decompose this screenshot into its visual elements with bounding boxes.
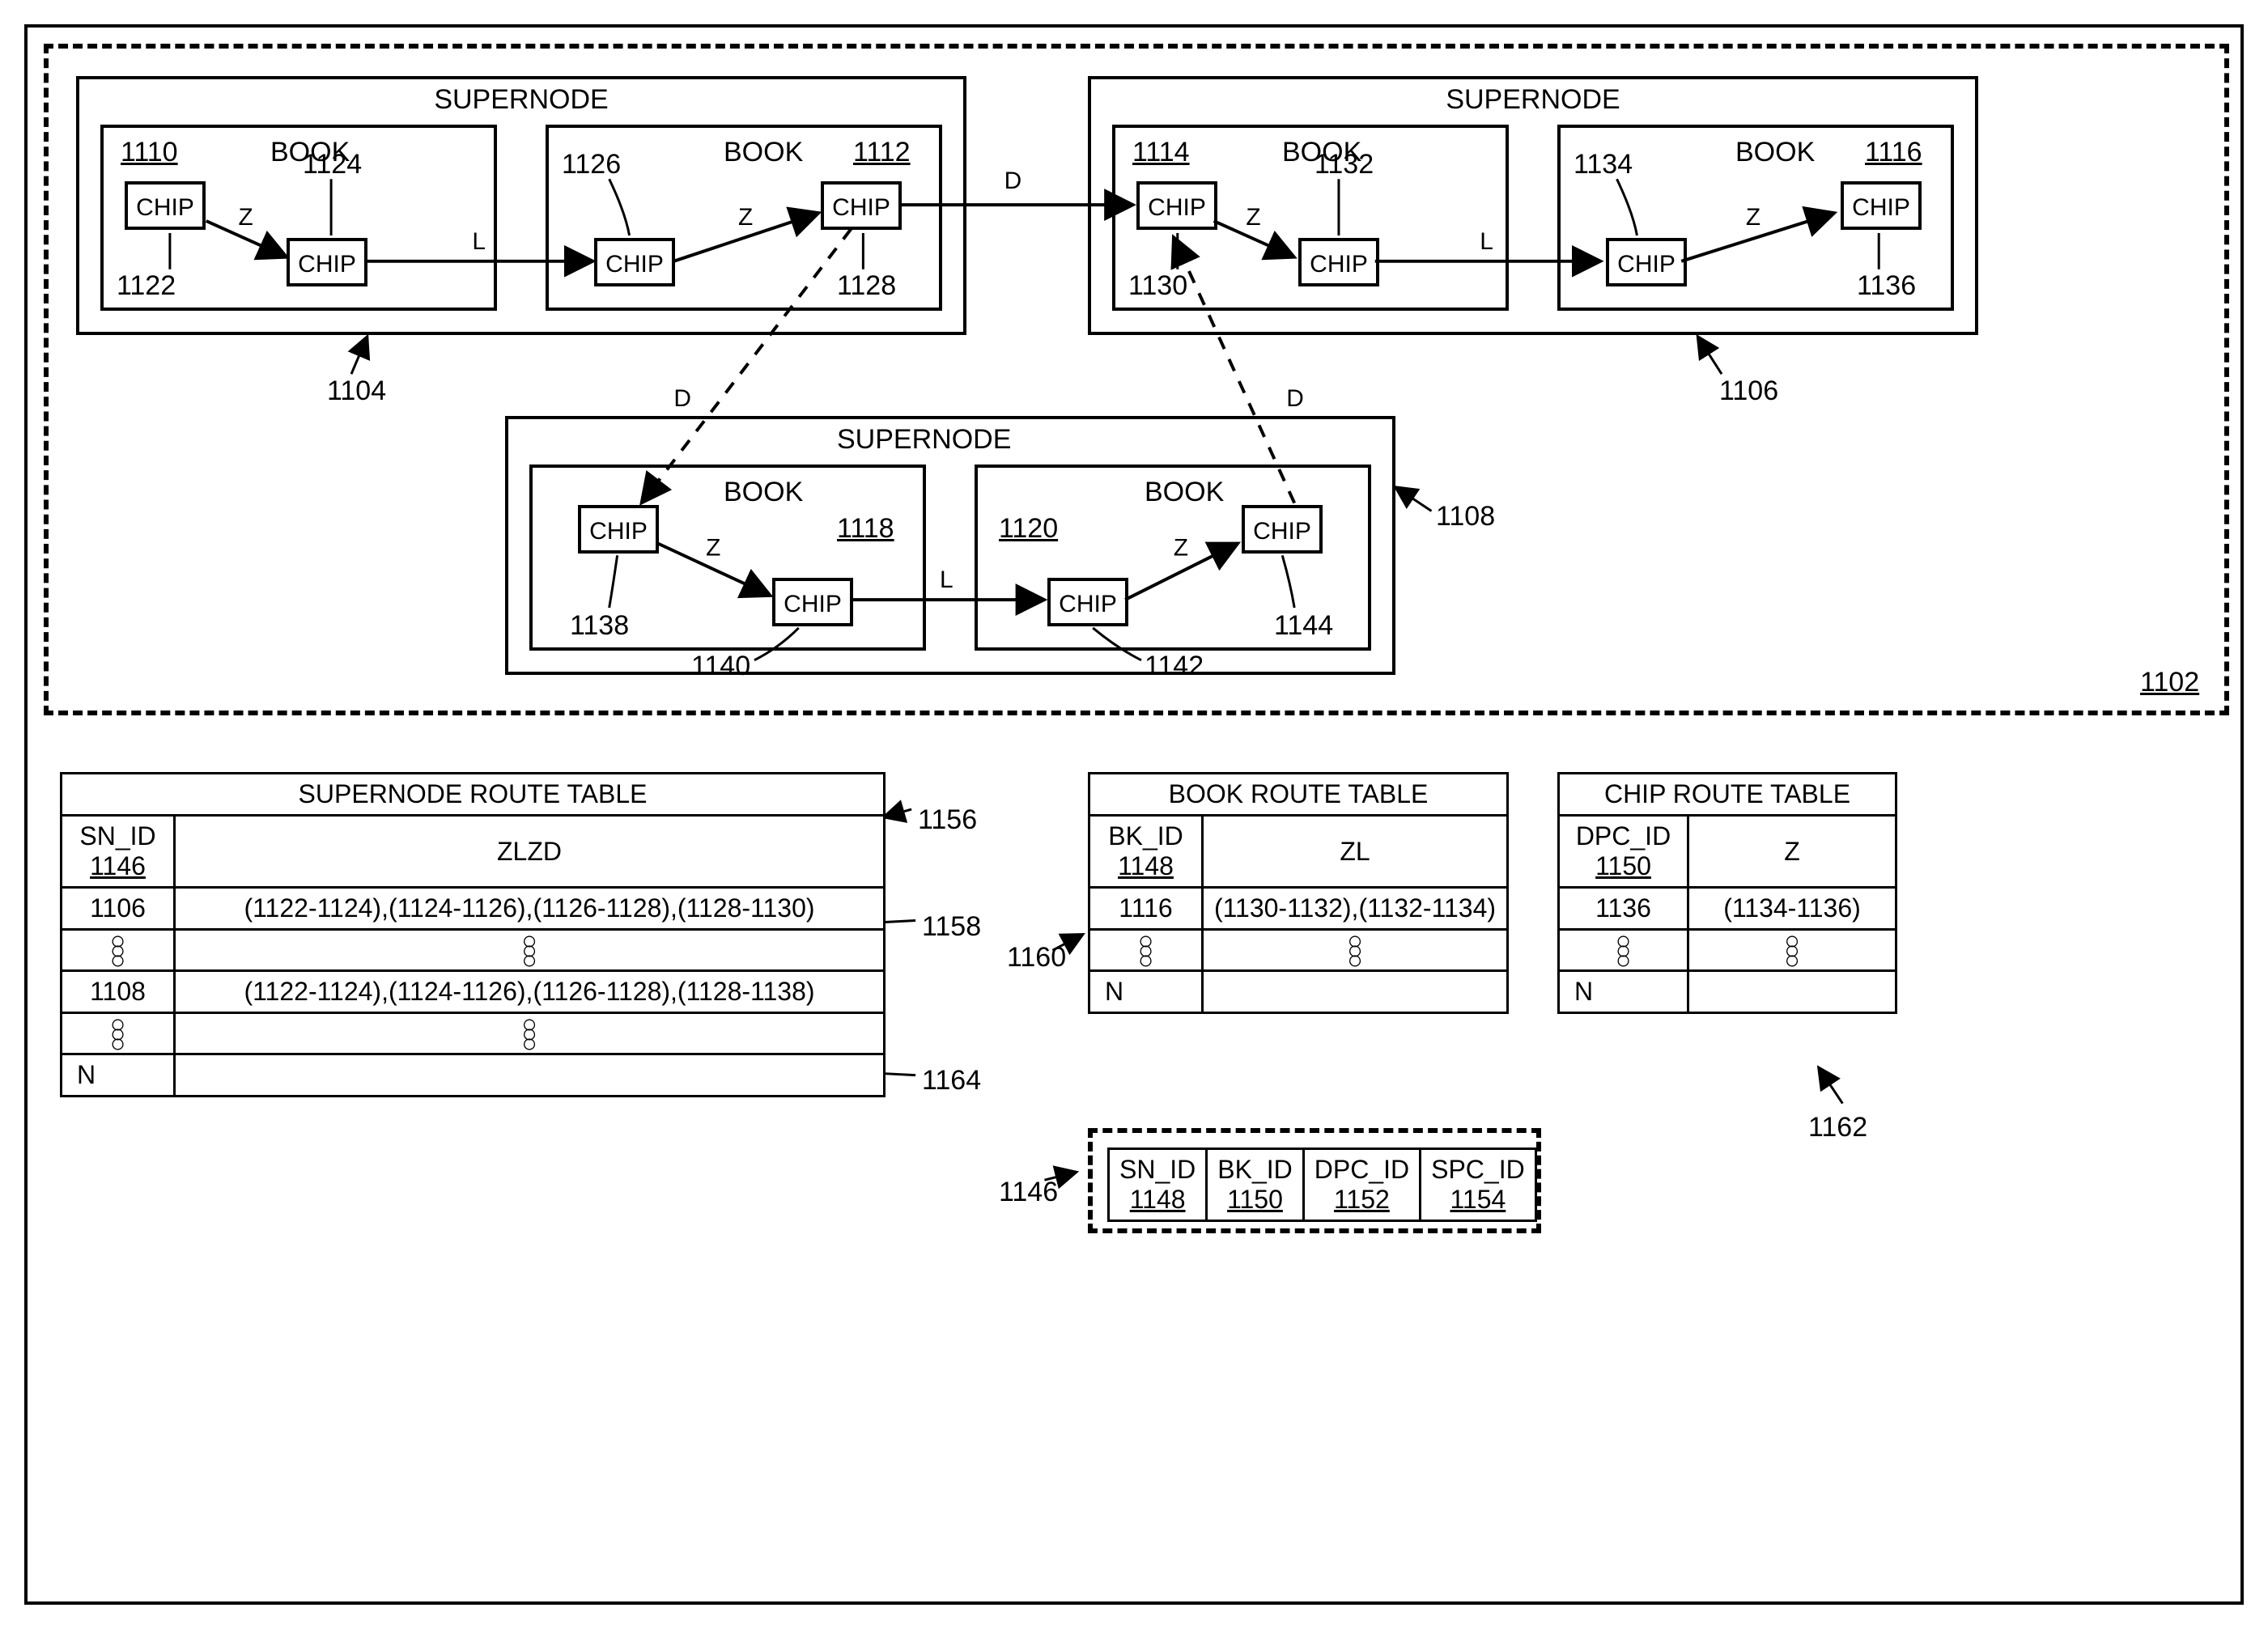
chip-1132: CHIP [1298,238,1379,286]
crt-row-0: 1136 (1134-1136) [1559,888,1896,930]
srt-row-dots-1: ○○○○○○ [62,1013,885,1054]
book-1112-label: BOOK [724,137,803,168]
chip-1124: CHIP [287,238,367,286]
chip-1130: CHIP [1136,181,1217,230]
chip-1144: CHIP [1242,505,1323,554]
ref-1158: 1158 [922,911,981,943]
brt-row-dots: ○○○○○○ [1089,930,1508,971]
ref-1102: 1102 [2140,667,2199,698]
ref-1156: 1156 [918,804,977,836]
ref-1110: 1110 [121,137,178,168]
book-1118-label: BOOK [724,477,803,508]
chip-1134: CHIP [1606,238,1687,286]
hs-3: SPC_ID 1154 [1421,1149,1536,1221]
crt-title: CHIP ROUTE TABLE [1559,774,1896,816]
crt-row-dots: ○○○○○○ [1559,930,1896,971]
header-strip-box: SN_ID 1148 BK_ID 1150 DPC_ID 1152 SPC_ID… [1088,1128,1541,1233]
srt-row-n: N [62,1054,885,1097]
ref-1136: 1136 [1857,270,1916,302]
chip-1128: CHIP [821,181,902,230]
ref-1112: 1112 [853,137,911,168]
srt-col0: SN_ID 1146 [62,816,175,888]
srt-title: SUPERNODE ROUTE TABLE [62,774,885,816]
ref-1126: 1126 [562,149,621,180]
ref-1140: 1140 [691,651,750,682]
supernode-1104-title: SUPERNODE [76,84,966,116]
ref-1162: 1162 [1808,1112,1867,1143]
brt-title: BOOK ROUTE TABLE [1089,774,1508,816]
ref-1146: 1146 [999,1177,1058,1208]
ref-1118: 1118 [837,513,894,545]
chip-1126: CHIP [594,238,675,286]
ref-1128: 1128 [837,270,896,302]
ref-1114: 1114 [1132,137,1190,168]
brt-row-0: 1116 (1130-1132),(1132-1134) [1089,888,1508,930]
crt-col1: Z [1688,816,1896,888]
book-route-table: BOOK ROUTE TABLE BK_ID 1148 ZL 1116 (113… [1088,772,1509,1014]
crt-row-n: N [1559,971,1896,1013]
srt-row-0: 1106 (1122-1124),(1124-1126),(1126-1128)… [62,888,885,930]
chip-1140: CHIP [772,578,853,626]
figure-frame: 1102 SUPERNODE 1110 BOOK CHIP 1122 CHIP … [24,24,2244,1605]
chip-route-table-wrap: CHIP ROUTE TABLE DPC_ID 1150 Z 1136 (113… [1557,772,1897,1014]
brt-col0: BK_ID 1148 [1089,816,1203,888]
ref-1160: 1160 [1007,942,1066,974]
book-1116-label: BOOK [1735,137,1815,168]
ref-1134: 1134 [1574,149,1633,180]
crt-col0: DPC_ID 1150 [1559,816,1688,888]
chip-1122: CHIP [125,181,206,230]
ref-1130: 1130 [1128,270,1187,302]
ref-1108: 1108 [1436,501,1495,532]
supernode-route-table: SUPERNODE ROUTE TABLE SN_ID 1146 ZLZD 11… [60,772,886,1097]
supernode-route-table-wrap: SUPERNODE ROUTE TABLE SN_ID 1146 ZLZD 11… [60,772,886,1097]
hs-0: SN_ID 1148 [1109,1149,1207,1221]
ref-1124: 1124 [303,149,362,180]
brt-row-n: N [1089,971,1508,1013]
srt-row-dots-0: ○○○○○○ [62,930,885,971]
ref-1122: 1122 [117,270,176,302]
chip-1138: CHIP [578,505,659,554]
supernode-1108-title: SUPERNODE [837,424,1011,456]
book-route-table-wrap: BOOK ROUTE TABLE BK_ID 1148 ZL 1116 (113… [1088,772,1509,1014]
brt-col1: ZL [1203,816,1508,888]
hs-1: BK_ID 1150 [1207,1149,1303,1221]
chip-route-table: CHIP ROUTE TABLE DPC_ID 1150 Z 1136 (113… [1557,772,1897,1014]
supernode-1106-title: SUPERNODE [1088,84,1978,116]
ref-1144: 1144 [1274,610,1333,642]
srt-col1: ZLZD [175,816,885,888]
ref-1116: 1116 [1865,137,1922,168]
ref-1120: 1120 [999,513,1058,545]
header-strip-table: SN_ID 1148 BK_ID 1150 DPC_ID 1152 SPC_ID… [1107,1148,1537,1222]
ref-1106: 1106 [1719,375,1778,407]
chip-1136: CHIP [1841,181,1922,230]
ref-1142: 1142 [1145,651,1204,682]
ref-1132: 1132 [1315,149,1374,180]
book-1120-label: BOOK [1145,477,1224,508]
hs-2: DPC_ID 1152 [1303,1149,1420,1221]
ref-1104: 1104 [327,375,386,407]
chip-1142: CHIP [1047,578,1128,626]
srt-row-1: 1108 (1122-1124),(1124-1126),(1126-1128)… [62,971,885,1013]
ref-1138: 1138 [570,610,629,642]
ref-1164: 1164 [922,1065,981,1097]
